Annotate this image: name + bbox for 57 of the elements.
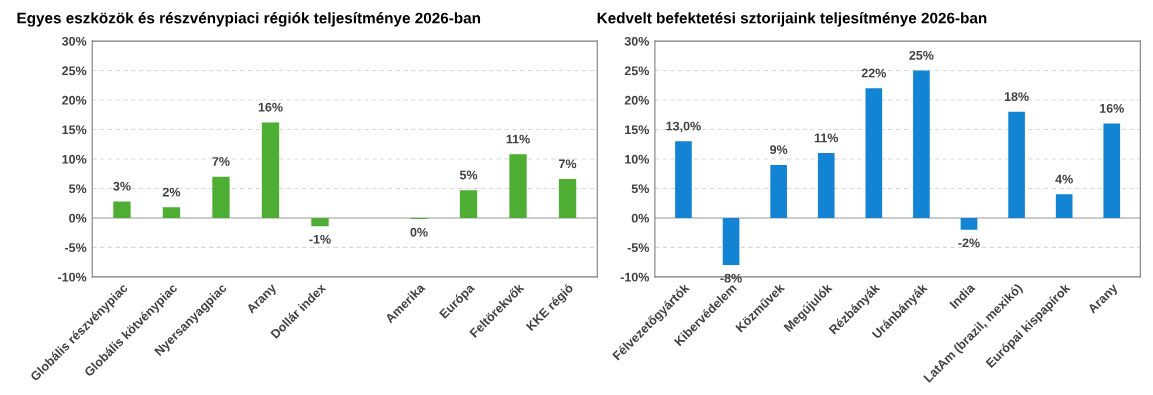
bar [913,70,930,218]
data-label: 18% [1004,92,1029,102]
data-label: 22% [861,68,886,78]
bar [817,153,835,218]
y-tick-label: -5% [627,243,650,253]
bar [675,141,692,218]
y-tick-label: 0% [631,213,650,223]
chart-title: Kedvelt befektetési sztorijaink teljesítménye 2026-ban [597,12,987,27]
bar [722,217,740,266]
data-label: 0% [410,227,428,237]
y-tick-label: 10% [625,154,650,164]
data-label: 11% [506,134,530,144]
data-label: 2% [162,187,181,197]
y-tick-label: 25% [624,66,650,76]
bar [960,217,978,230]
y-tick-label: 30% [61,36,87,46]
bar [770,164,787,218]
data-label: 7% [559,159,577,169]
data-label: 3% [113,181,131,191]
bar [1103,123,1121,218]
data-label: 16% [258,102,283,112]
data-label: 9% [770,145,788,155]
bar [509,154,527,218]
y-tick-label: 15% [625,125,650,135]
y-tick-label: -10% [620,272,650,282]
data-label: 5% [459,170,478,180]
bar [1008,111,1025,218]
data-label: 13,0% [666,121,701,133]
data-label: 4% [1055,174,1073,184]
bar [1055,194,1073,218]
y-tick-label: 5% [631,184,650,194]
y-tick-label: 20% [62,95,87,105]
y-tick-label: 25% [62,66,87,76]
bar [558,179,577,218]
data-label: 25% [909,50,934,60]
bar [113,201,131,218]
y-tick-label: 20% [624,95,650,105]
data-label: 11% [814,133,839,143]
data-label: -2% [958,238,980,248]
bar [311,217,329,227]
data-label: 7% [212,157,230,166]
bar [261,122,280,218]
chart-title: Egyes eszközök és részvénypiaci régiók teljesítménye 2026-ban [17,12,481,27]
bar [865,88,883,218]
data-label: -8% [720,273,742,283]
data-label: -1% [309,234,331,244]
y-tick-label: 10% [62,154,87,164]
bar [459,190,478,218]
y-tick-label: 30% [624,36,650,46]
y-tick-label: 0% [69,213,87,223]
y-tick-label: 5% [69,184,87,194]
y-tick-label: -5% [64,243,87,253]
y-tick-label: 15% [62,125,87,135]
bar [162,207,181,218]
data-label: 16% [1100,103,1124,113]
bar [212,176,230,218]
y-tick-label: -10% [57,272,87,282]
